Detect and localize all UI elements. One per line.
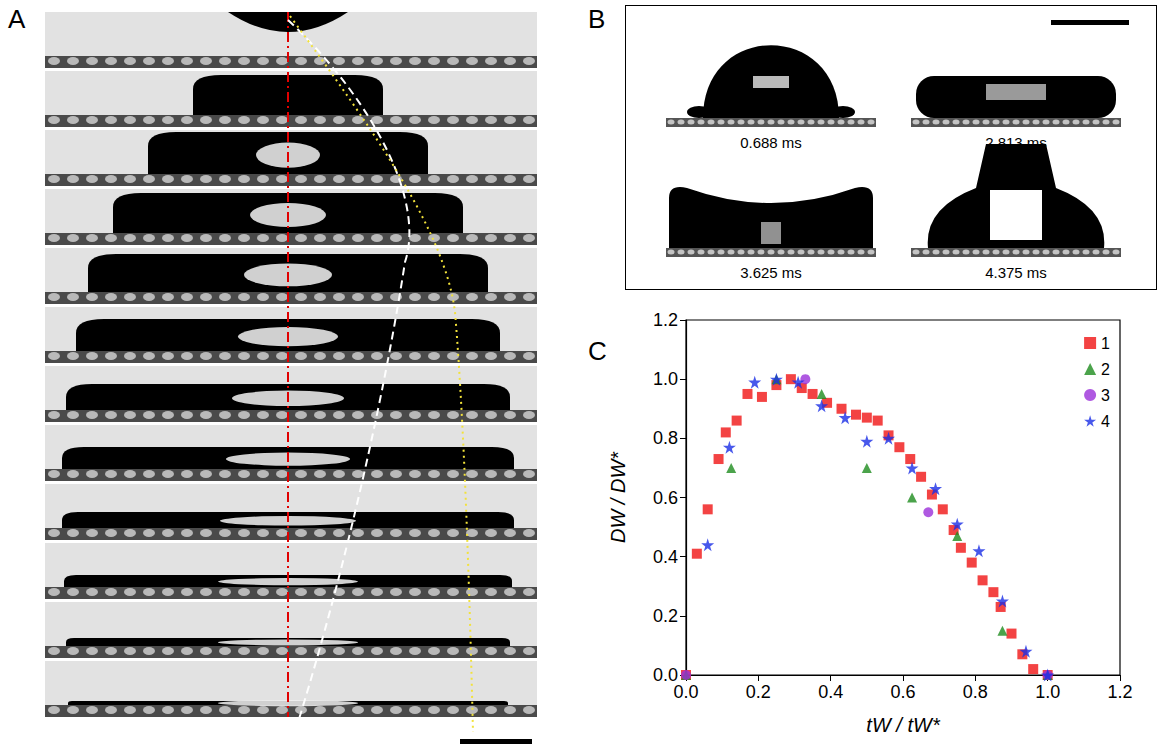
html-text:B: B xyxy=(588,4,606,34)
svg-text:4.375 ms: 4.375 ms xyxy=(985,264,1047,281)
svg-text:0.2: 0.2 xyxy=(746,682,771,702)
svg-text:0.4: 0.4 xyxy=(818,682,843,702)
svg-text:3: 3 xyxy=(1101,387,1110,404)
svg-text:DW / DW*: DW / DW* xyxy=(607,451,629,543)
svg-text:1.2: 1.2 xyxy=(653,310,678,330)
html-text:A: A xyxy=(8,4,26,34)
svg-text:1.2: 1.2 xyxy=(1107,682,1132,702)
svg-text:0.688 ms: 0.688 ms xyxy=(740,134,802,151)
svg-text:0.6: 0.6 xyxy=(653,488,678,508)
svg-text:3.625 ms: 3.625 ms xyxy=(740,264,802,281)
svg-text:0.8: 0.8 xyxy=(653,428,678,448)
svg-text:0.8: 0.8 xyxy=(963,682,988,702)
svg-text:0.0: 0.0 xyxy=(653,665,678,685)
svg-text:0.0: 0.0 xyxy=(673,682,698,702)
svg-text:tW / tW*: tW / tW* xyxy=(866,714,941,736)
svg-text:0.2: 0.2 xyxy=(653,606,678,626)
svg-text:1.0: 1.0 xyxy=(653,369,678,389)
svg-text:2.813 ms: 2.813 ms xyxy=(985,134,1047,151)
svg-text:4: 4 xyxy=(1101,413,1110,430)
html-text:C: C xyxy=(588,336,607,366)
svg-text:0.6: 0.6 xyxy=(890,682,915,702)
svg-text:1.0: 1.0 xyxy=(1035,682,1060,702)
svg-text:2: 2 xyxy=(1101,361,1110,378)
svg-text:1: 1 xyxy=(1101,335,1110,352)
svg-text:0.4: 0.4 xyxy=(653,547,678,567)
